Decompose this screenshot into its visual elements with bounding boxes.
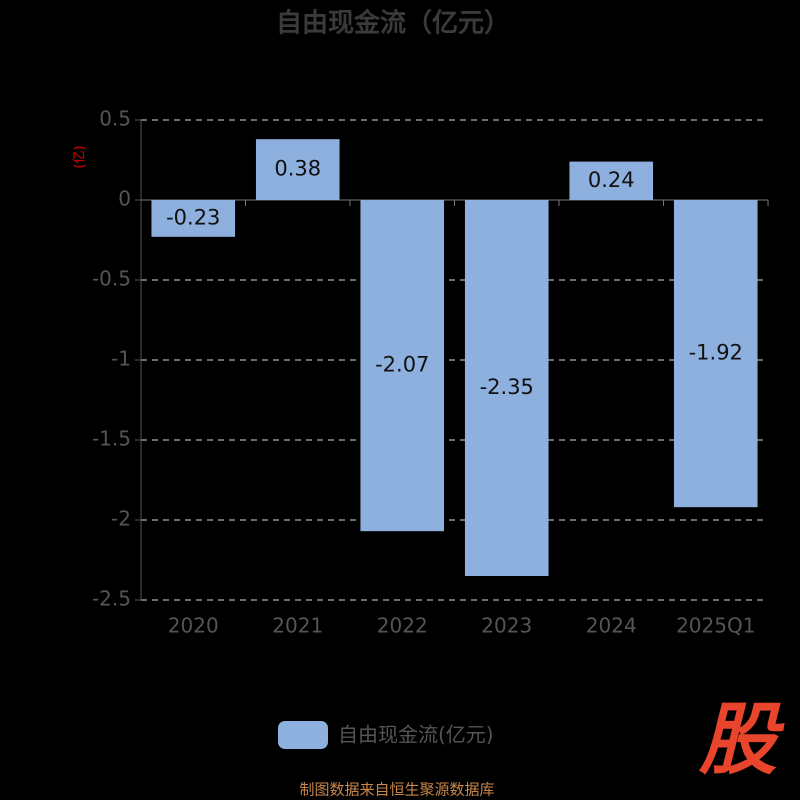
x-tick-label: 2022 <box>377 614 428 638</box>
y-tick-label: -2.5 <box>92 587 131 611</box>
x-tick-label: 2025Q1 <box>676 614 755 638</box>
data-label: -2.07 <box>375 353 429 377</box>
x-tick-label: 2023 <box>481 614 532 638</box>
data-label: -1.92 <box>689 341 743 365</box>
x-tick-label: 2021 <box>272 614 323 638</box>
bar <box>569 161 654 200</box>
legend-label: 自由现金流(亿元) <box>338 723 494 747</box>
x-tick-label: 2024 <box>586 614 637 638</box>
y-tick-label: -1.5 <box>92 427 131 451</box>
x-tick-label: 2020 <box>168 614 219 638</box>
chart-title: 自由现金流（亿元） <box>276 8 510 39</box>
bar <box>673 200 758 508</box>
y-axis-label: (亿) <box>73 145 88 168</box>
bar <box>464 200 549 576</box>
data-label: -2.35 <box>480 375 534 399</box>
y-tick-label: 0 <box>118 187 131 211</box>
y-tick-label: -2 <box>111 507 131 531</box>
y-tick-label: -1 <box>111 347 131 371</box>
bar <box>151 200 236 237</box>
data-label: 0.38 <box>274 157 321 181</box>
logo: 股 <box>698 695 785 785</box>
data-label: 0.24 <box>588 168 635 192</box>
source-note: 制图数据来自恒生聚源数据库 <box>299 781 494 799</box>
bar <box>360 200 445 532</box>
y-tick-label: 0.5 <box>99 107 131 131</box>
y-tick-label: -0.5 <box>92 267 131 291</box>
data-label: -0.23 <box>166 205 220 229</box>
bar <box>255 139 340 200</box>
legend-swatch <box>278 721 328 749</box>
